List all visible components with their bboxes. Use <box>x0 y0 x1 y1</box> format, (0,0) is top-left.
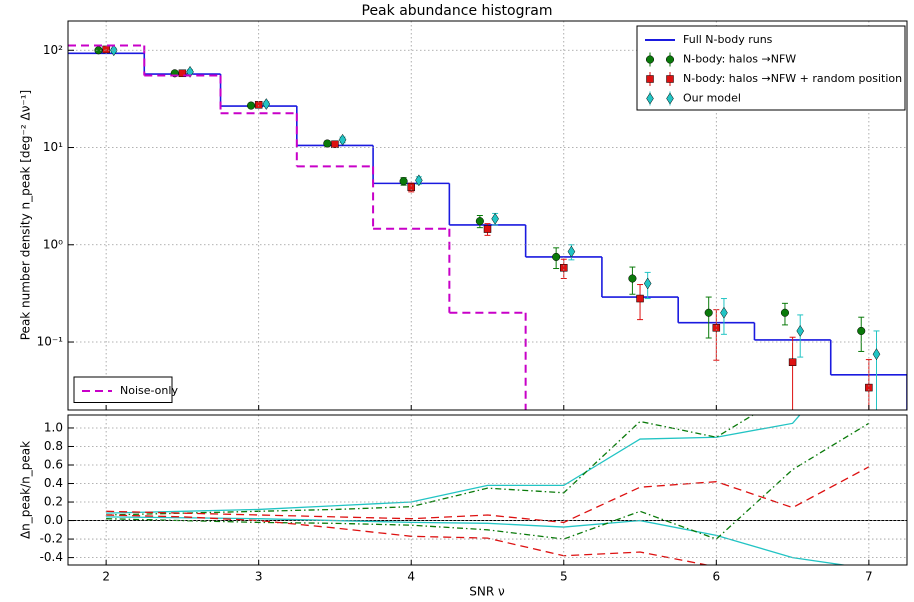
legend-label: Full N-body runs <box>683 33 773 46</box>
marker <box>628 274 637 283</box>
marker <box>666 75 674 83</box>
marker <box>560 264 568 272</box>
y-tick-label: 0.8 <box>44 439 63 453</box>
y-tick-label: 0.6 <box>44 458 63 472</box>
marker <box>780 308 790 317</box>
plot-frame <box>67 414 908 566</box>
y-tick-label: 10¹ <box>43 140 63 154</box>
marker <box>643 277 652 290</box>
legend-label: Noise-only <box>120 384 178 397</box>
legend-label: Our model <box>683 92 741 105</box>
marker <box>483 225 492 233</box>
marker <box>475 217 484 226</box>
legend-box <box>73 376 173 403</box>
marker <box>331 140 339 149</box>
marker <box>712 324 721 332</box>
marker <box>399 177 408 186</box>
y-axis-label: Δn_peak/n_peak <box>19 441 33 539</box>
marker <box>567 245 576 258</box>
y-tick-label: 0.0 <box>44 513 63 527</box>
x-tick-label: 6 <box>712 570 720 584</box>
plot-area <box>68 415 907 565</box>
marker <box>407 183 415 192</box>
marker <box>857 326 866 335</box>
y-tick-label: -0.2 <box>40 532 63 546</box>
marker <box>491 212 499 225</box>
marker <box>666 92 674 105</box>
x-tick-label: 3 <box>255 570 263 584</box>
legend-label: N-body: halos →NFW + random position <box>683 72 902 85</box>
ratio-line <box>106 466 870 524</box>
marker <box>109 44 118 57</box>
y-axis-label: Peak number density n_peak [deg⁻² Δν⁻¹] <box>19 90 33 341</box>
ratio-line <box>106 516 848 565</box>
marker <box>636 294 644 303</box>
y-tick-label: -0.4 <box>40 550 63 564</box>
y-tick-label: 10² <box>43 43 63 57</box>
marker <box>646 75 654 83</box>
y-tick-label: 10⁰ <box>43 237 63 251</box>
marker <box>788 358 797 366</box>
marker <box>872 348 881 361</box>
ratio-line <box>106 415 801 514</box>
legend-box <box>636 25 906 111</box>
x-tick-label: 7 <box>865 570 873 584</box>
marker <box>796 324 805 337</box>
y-tick-label: 10⁻¹ <box>37 335 64 349</box>
x-axis-label: SNR ν <box>469 585 505 599</box>
y-tick-label: 0.2 <box>44 495 63 509</box>
marker <box>865 383 873 392</box>
marker <box>704 308 713 317</box>
marker <box>262 98 271 111</box>
marker <box>247 101 256 110</box>
plot-frame <box>67 20 908 411</box>
marker <box>552 252 561 261</box>
marker <box>186 65 194 78</box>
marker <box>645 55 655 64</box>
ratio-line <box>106 422 870 540</box>
marker <box>665 55 675 64</box>
ratio-line <box>106 415 755 516</box>
y-tick-label: 1.0 <box>44 420 63 434</box>
marker <box>178 69 187 78</box>
x-tick-label: 2 <box>102 570 110 584</box>
y-tick-label: 0.4 <box>44 476 63 490</box>
plot-area <box>68 44 907 410</box>
marker <box>720 306 728 319</box>
ratio-line <box>106 514 711 565</box>
chart-title: Peak abundance histogram <box>362 3 553 19</box>
marker <box>646 92 654 105</box>
x-tick-label: 4 <box>407 570 415 584</box>
marker <box>415 174 423 187</box>
legend-label: N-body: halos →NFW <box>683 53 796 66</box>
x-tick-label: 5 <box>560 570 568 584</box>
marker <box>338 133 347 146</box>
marker <box>323 139 332 148</box>
